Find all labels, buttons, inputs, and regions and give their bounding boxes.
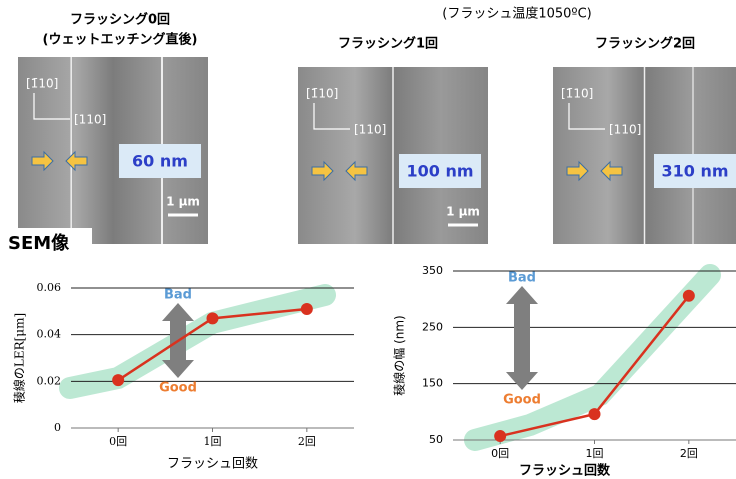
y-tick-label: 250 [422,320,443,333]
image-title: フラッシング0回 [70,12,170,28]
axis-a: [1̄10] [561,87,593,101]
x-tick-label: 1回 [586,447,604,460]
annotation-good: Good [503,393,541,408]
header: (フラッシュ温度1050ºC) [442,6,591,22]
data-point [207,312,219,324]
x-tick-label: 1回 [204,435,222,448]
x-tick-label: 2回 [298,435,316,448]
data-point [112,374,124,386]
axis-a: [1̄10] [26,77,58,91]
data-point [683,290,695,302]
y-tick-label: 0 [54,421,61,434]
image-title: フラッシング2回 [595,36,695,52]
annotation-bad: Bad [508,271,536,286]
x-tick-label: 0回 [109,435,127,448]
x-axis-label: フラッシュ回数 [519,463,611,479]
data-point [301,303,313,315]
axis-a: [1̄10] [306,87,338,101]
annotation-good: Good [159,381,197,396]
x-axis-label: フラッシュ回数 [167,457,258,472]
scale-label: 1 μm [166,195,200,209]
width-label: 60 nm [132,152,188,171]
figure: (フラッシュ温度1050ºC) フラッシング0回 (ウェットエッチング直後) [1̄… [0,0,736,479]
y-axis-label: 稜線の幅 (nm) [392,315,407,395]
image-title: フラッシング1回 [338,36,438,52]
y-tick-label: 150 [422,377,443,390]
sem-label: SEM像 [8,233,70,254]
y-axis-label: 稜線のLER[μm] [12,313,27,403]
axis-b: [110] [609,123,641,137]
bad-good-arrow [506,286,538,390]
width-label: 100 nm [406,162,473,181]
y-tick-label: 0.02 [37,374,62,387]
scale-label: 1 μm [446,205,480,219]
trend-band [70,295,325,388]
axis-b: [110] [354,123,386,137]
annotation-bad: Bad [164,288,192,303]
width-label: 310 nm [661,162,728,181]
data-point [494,430,506,442]
x-tick-label: 2回 [680,447,698,460]
image-subtitle: (ウェットエッチング直後) [43,32,198,48]
y-tick-label: 0.04 [37,328,62,341]
data-point [589,408,601,420]
y-tick-label: 0.06 [37,281,62,294]
x-tick-label: 0回 [491,447,509,460]
axis-b: [110] [74,113,106,127]
y-tick-label: 50 [429,433,443,446]
y-tick-label: 350 [422,264,443,277]
